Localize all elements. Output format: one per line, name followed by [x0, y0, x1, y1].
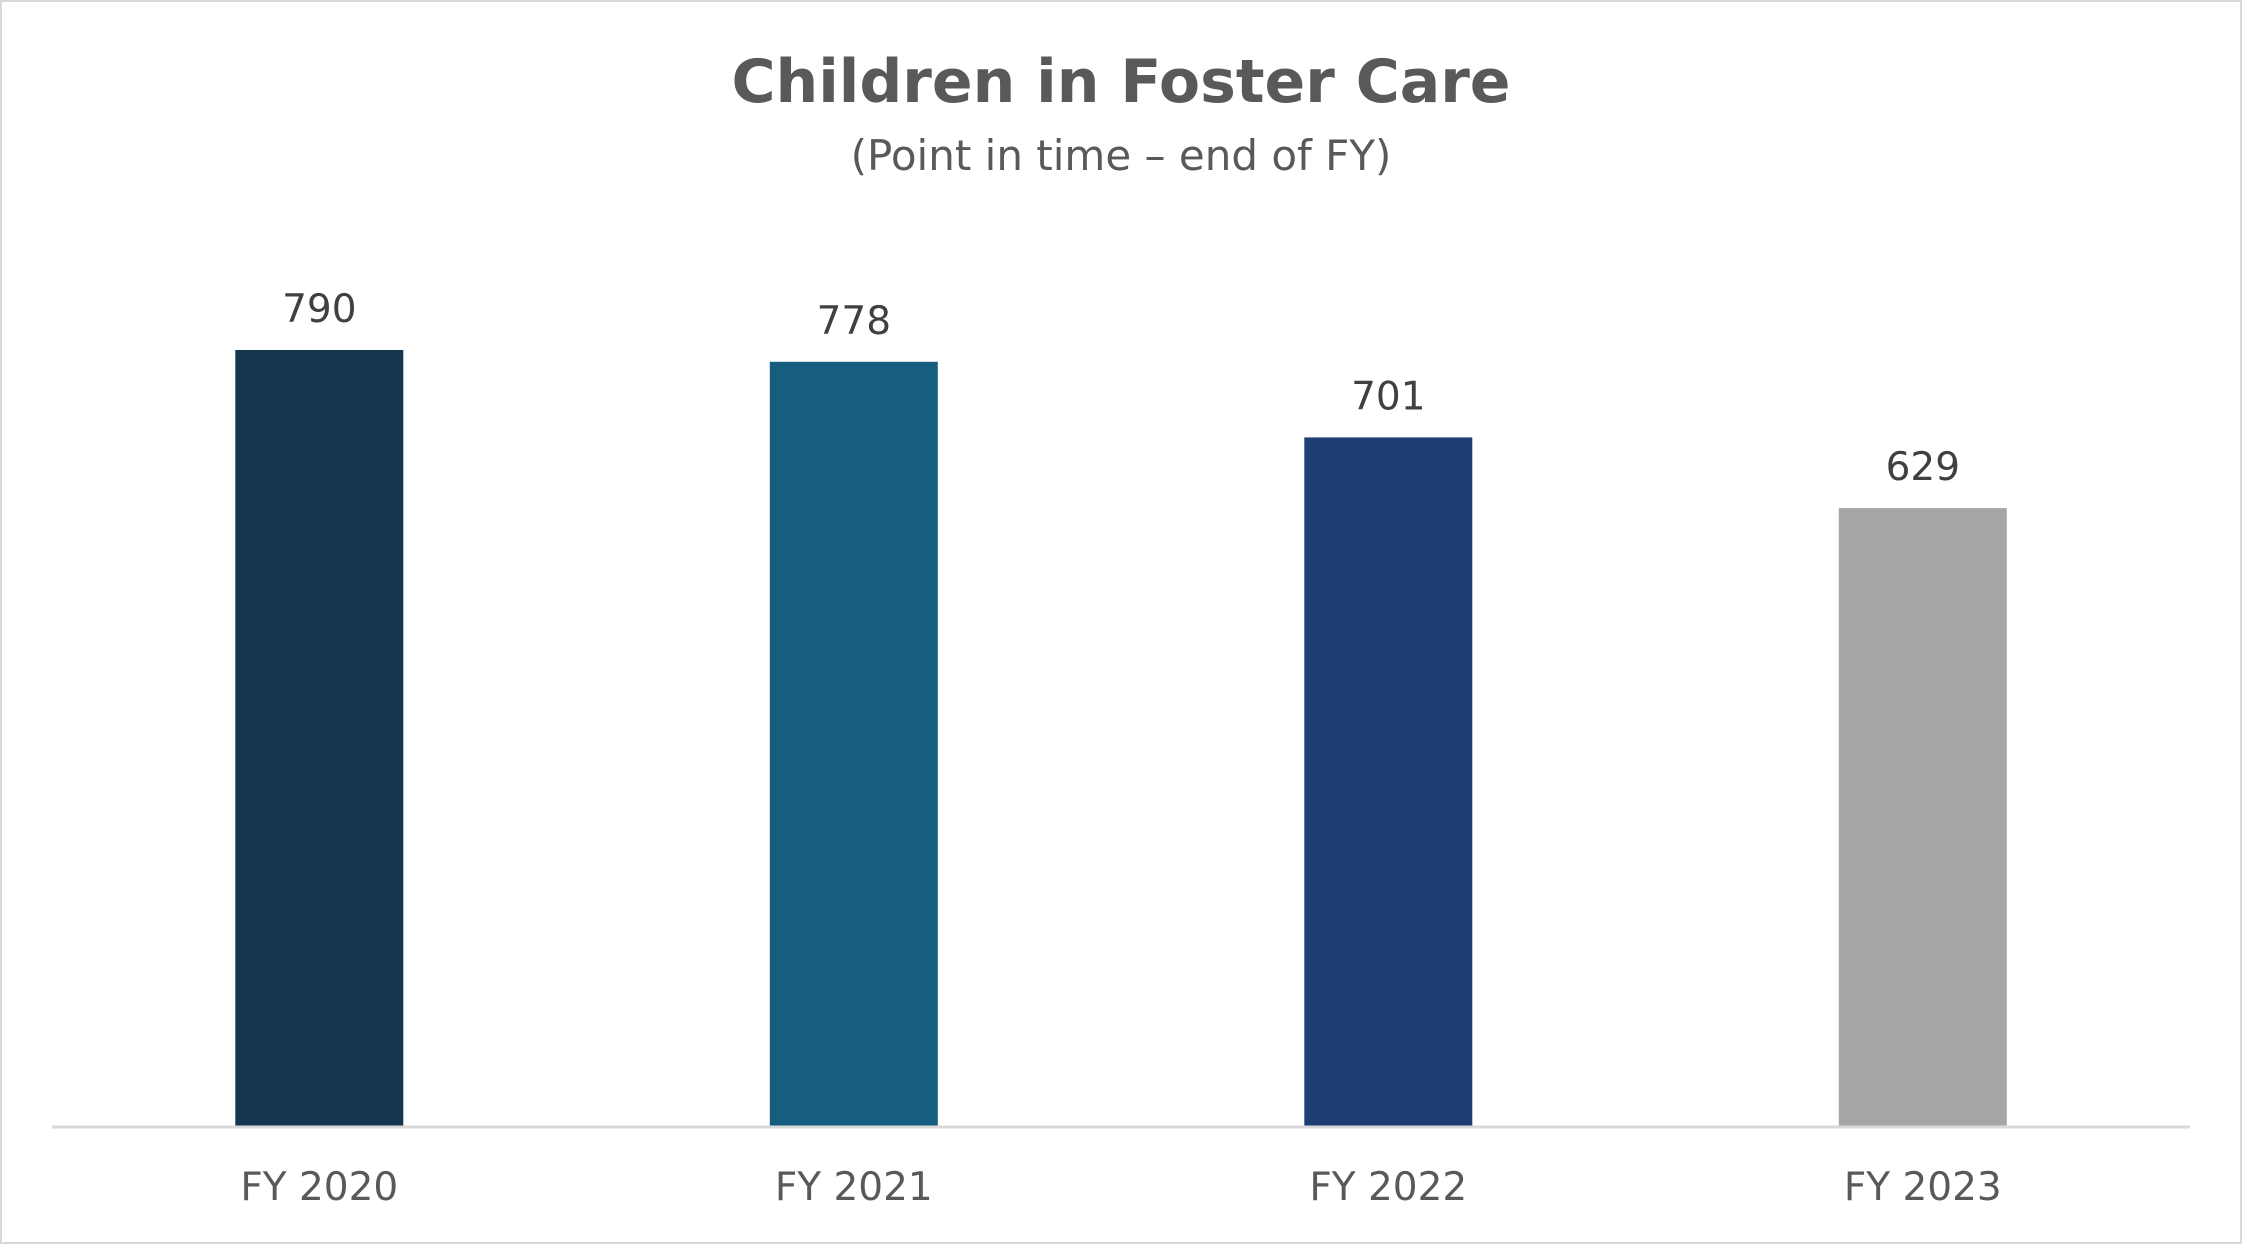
data-label-fy-2020: 790 — [282, 287, 356, 332]
data-labels-group: 790 778 701 629 — [282, 287, 1960, 490]
data-label-fy-2021: 778 — [817, 299, 891, 344]
x-tick-label: FY 2020 — [240, 1165, 398, 1210]
bars-group — [235, 350, 2007, 1127]
x-tick-labels-group: FY 2020 FY 2021 FY 2022 FY 2023 — [240, 1165, 2001, 1210]
bar-fy-2022 — [1304, 437, 1473, 1126]
bar-fy-2023 — [1838, 508, 2007, 1127]
chart-subtitle: (Point in time – end of FY) — [850, 131, 1392, 180]
data-label-fy-2023: 629 — [1886, 445, 1960, 490]
x-tick-label: FY 2022 — [1309, 1165, 1467, 1210]
bar-fy-2021 — [769, 361, 938, 1126]
chart-title: Children in Foster Care — [731, 47, 1511, 117]
x-tick-label: FY 2023 — [1844, 1165, 2002, 1210]
bar-fy-2020 — [235, 350, 404, 1126]
data-label-fy-2022: 701 — [1351, 374, 1425, 419]
x-tick-label: FY 2021 — [775, 1165, 933, 1210]
